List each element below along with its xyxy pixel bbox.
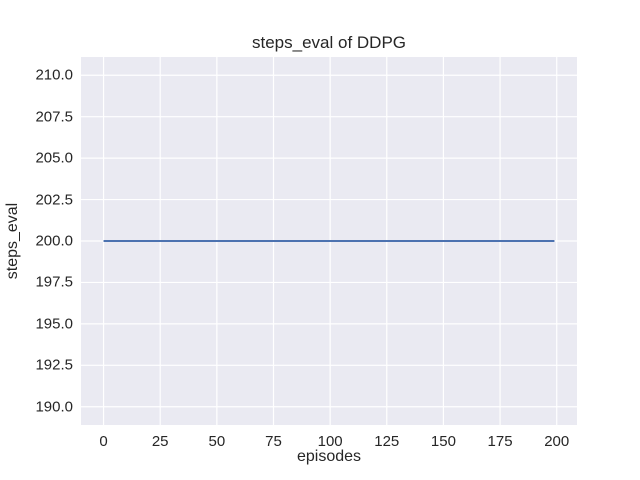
x-tick-label: 0 [99,433,108,450]
plot-area [81,57,577,425]
x-tick-label: 50 [208,433,226,450]
y-tick-label: 205.0 [35,149,73,167]
x-axis-label: episodes [296,448,362,465]
y-tick-label: 202.5 [35,191,73,209]
x-tick-label: 175 [487,433,513,450]
x-tick-label: 125 [374,433,400,450]
chart-title: steps_eval of DDPG [251,33,407,52]
y-tick-label: 207.5 [35,108,73,126]
plot-canvas [81,57,577,425]
x-tick-label: 200 [544,433,570,450]
y-tick-label: 190.0 [35,398,73,416]
y-tick-label: 200.0 [35,232,73,250]
x-tick-label: 150 [430,433,456,450]
x-tick-label: 75 [265,433,282,450]
y-tick-label: 197.5 [35,273,73,291]
y-tick-label: 210.0 [35,66,73,84]
y-tick-label: 195.0 [35,315,73,333]
x-tick-label: 100 [317,433,343,450]
y-tick-label: 192.5 [35,356,73,374]
x-tick-label: 25 [151,433,169,450]
